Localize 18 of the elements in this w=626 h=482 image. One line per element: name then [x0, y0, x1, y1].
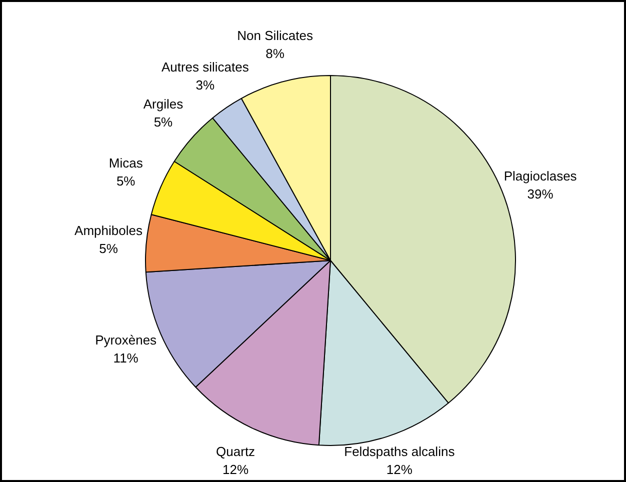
slice-label: Autres silicates [161, 60, 250, 75]
data-label: 5% [154, 114, 174, 130]
slice-label: Pyroxènes [95, 332, 158, 348]
data-label: 5% [99, 241, 118, 256]
data-label: 39% [527, 186, 554, 202]
data-label: 5% [116, 173, 136, 188]
slice-label: Micas [108, 155, 144, 170]
slice-label: Plagioclases [504, 168, 578, 184]
data-label: 3% [196, 78, 215, 93]
slice-label: Feldspaths alcalins [344, 444, 456, 459]
data-label: 8% [266, 46, 285, 62]
data-label: 12% [222, 462, 249, 477]
data-label: 12% [386, 462, 413, 477]
slice-label: Argiles [143, 96, 184, 112]
slice-label: Amphiboles [74, 223, 143, 238]
slice-label: Quartz [216, 444, 256, 459]
data-label: 11% [113, 350, 139, 366]
slice-label: Non Silicates [237, 28, 314, 44]
